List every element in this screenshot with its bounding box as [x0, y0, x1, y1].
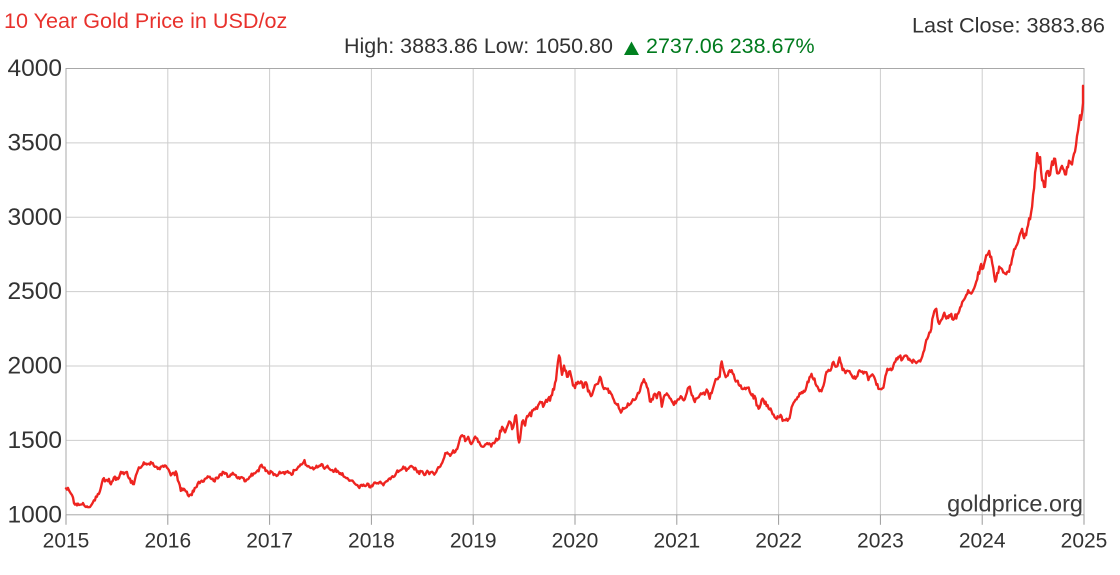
- svg-text:2000: 2000: [7, 353, 62, 380]
- svg-text:2015: 2015: [43, 530, 90, 553]
- svg-text:3500: 3500: [7, 129, 62, 156]
- svg-text:goldprice.org: goldprice.org: [947, 491, 1083, 517]
- svg-text:2019: 2019: [450, 530, 497, 553]
- svg-text:2021: 2021: [653, 530, 700, 553]
- svg-text:1500: 1500: [7, 427, 62, 454]
- svg-text:2017: 2017: [246, 530, 293, 553]
- svg-text:Last Close: 3883.86: Last Close: 3883.86: [912, 13, 1105, 38]
- svg-text:1000: 1000: [7, 501, 62, 528]
- svg-text:2024: 2024: [959, 530, 1006, 553]
- svg-text:2500: 2500: [7, 278, 62, 305]
- svg-text:2022: 2022: [755, 530, 802, 553]
- svg-text:3000: 3000: [7, 204, 62, 231]
- svg-text:4000: 4000: [7, 55, 62, 82]
- svg-text:10 Year Gold Price in USD/oz: 10 Year Gold Price in USD/oz: [4, 8, 287, 33]
- svg-text:2023: 2023: [857, 530, 904, 553]
- svg-text:2025: 2025: [1061, 530, 1108, 553]
- svg-text:2020: 2020: [552, 530, 599, 553]
- svg-text:2016: 2016: [144, 530, 191, 553]
- svg-text:2018: 2018: [348, 530, 395, 553]
